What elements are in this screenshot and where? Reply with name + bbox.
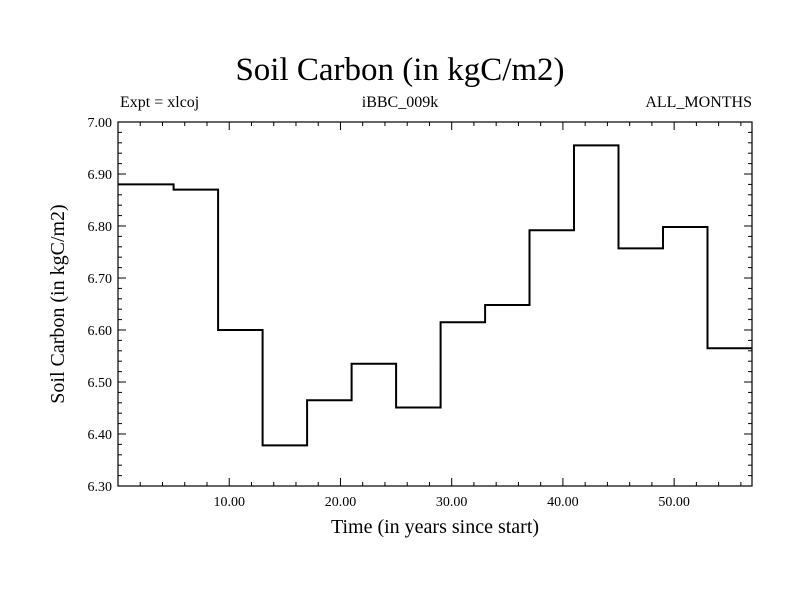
x-axis-label: Time (in years since start): [330, 516, 540, 538]
x-tick-label: 20.00: [325, 495, 357, 510]
y-tick-label: 6.90: [88, 168, 113, 183]
y-tick-label: 6.50: [88, 376, 113, 391]
y-axis-label: Soil Carbon (in kgC/m2): [47, 204, 69, 404]
x-tick-label: 30.00: [436, 495, 468, 510]
y-tick-label: 6.80: [88, 220, 113, 235]
series-line: [118, 144, 752, 447]
x-tick-label: 10.00: [213, 495, 245, 510]
plot-frame: [117, 121, 753, 487]
chart-title: Soil Carbon (in kgC/m2): [235, 52, 565, 88]
y-tick-label: 7.00: [88, 116, 113, 131]
y-tick-label: 6.30: [88, 480, 113, 495]
y-tick-label: 6.70: [88, 272, 113, 287]
x-tick-label: 50.00: [658, 495, 690, 510]
x-tick-label: 40.00: [547, 495, 579, 510]
y-tick-label: 6.60: [88, 324, 113, 339]
tick-marks: [118, 122, 752, 486]
y-tick-label: 6.40: [88, 428, 113, 443]
tick-labels: 10.00 20.00 30.00 40.00 50.00 6.30 6.40 6.50 6.6…: [88, 116, 690, 510]
run-id-label: iBBC_009k: [361, 94, 439, 111]
period-label: ALL_MONTHS: [645, 94, 752, 111]
experiment-label: Expt = xlcoj: [120, 94, 200, 111]
